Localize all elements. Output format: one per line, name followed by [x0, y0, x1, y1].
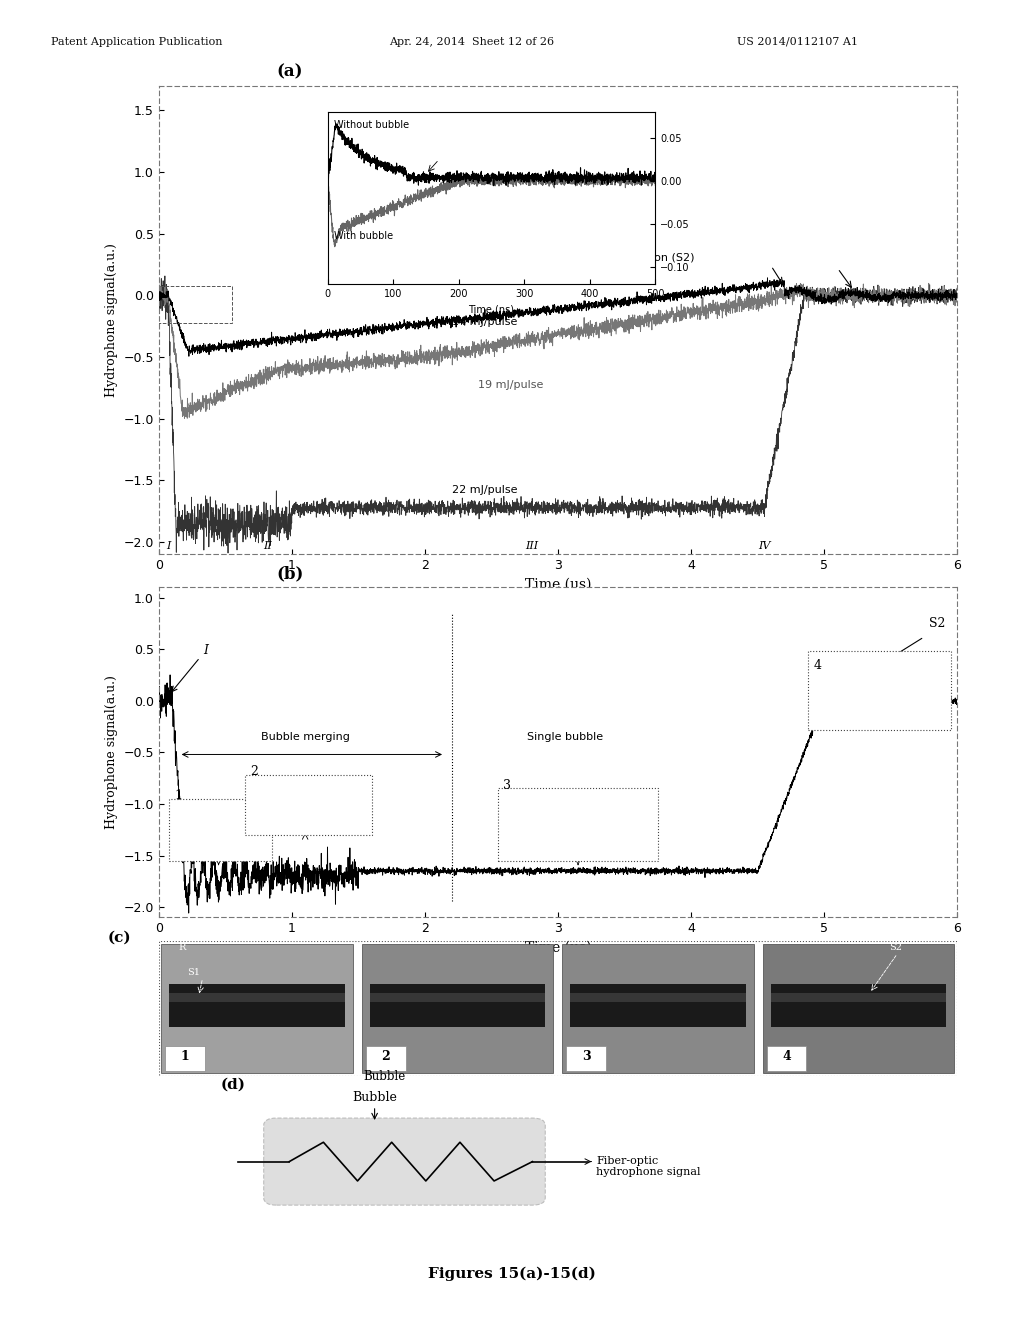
- Text: Figures 15(a)-15(d): Figures 15(a)-15(d): [428, 1266, 596, 1280]
- Text: I: I: [172, 644, 208, 692]
- Bar: [246, 775, 372, 836]
- Text: IV: IV: [758, 541, 771, 550]
- Text: 1: 1: [175, 789, 182, 803]
- Bar: [370, 983, 546, 1027]
- Text: II: II: [263, 541, 272, 550]
- Text: 3: 3: [504, 779, 512, 792]
- Bar: [770, 983, 946, 1027]
- X-axis label: Time (ns): Time (ns): [469, 304, 514, 314]
- Bar: [767, 1047, 807, 1071]
- Text: Fiber-optic
hydrophone signal: Fiber-optic hydrophone signal: [596, 1155, 701, 1177]
- Y-axis label: Hydrophone signal(a.u.): Hydrophone signal(a.u.): [104, 676, 118, 829]
- Text: 1: 1: [180, 1049, 189, 1063]
- Text: Patent Application Publication: Patent Application Publication: [51, 37, 222, 48]
- Text: Without bubble: Without bubble: [334, 120, 410, 129]
- Text: (a): (a): [276, 63, 303, 81]
- Text: 2: 2: [381, 1049, 390, 1063]
- Bar: [169, 993, 345, 1002]
- Text: Bubble: Bubble: [352, 1092, 397, 1104]
- Text: Cavitation (S2): Cavitation (S2): [611, 253, 695, 263]
- Text: 19 mJ/pulse: 19 mJ/pulse: [478, 380, 544, 389]
- Bar: [770, 993, 946, 1002]
- Text: S1: S1: [186, 968, 200, 977]
- Text: Apr. 24, 2014  Sheet 12 of 26: Apr. 24, 2014 Sheet 12 of 26: [389, 37, 554, 48]
- Text: 2: 2: [251, 766, 258, 779]
- Text: 3: 3: [582, 1049, 591, 1063]
- Bar: [361, 944, 553, 1073]
- Text: (d): (d): [220, 1078, 245, 1092]
- Text: (b): (b): [276, 565, 304, 582]
- Text: Bubble: Bubble: [362, 1069, 406, 1082]
- Text: 14 mJ/pulse: 14 mJ/pulse: [452, 317, 517, 327]
- Bar: [808, 651, 950, 730]
- Bar: [169, 799, 272, 861]
- Text: (c): (c): [108, 931, 131, 944]
- Text: III: III: [525, 541, 538, 550]
- Text: S2: S2: [890, 944, 902, 952]
- Bar: [566, 1047, 606, 1071]
- Bar: [161, 944, 353, 1073]
- Bar: [366, 1047, 406, 1071]
- Bar: [763, 944, 954, 1073]
- Text: With bubble: With bubble: [334, 231, 393, 242]
- X-axis label: Time (μs): Time (μs): [525, 941, 591, 956]
- Text: 22 mJ/pulse: 22 mJ/pulse: [452, 484, 517, 495]
- Text: Bubble merging: Bubble merging: [261, 733, 349, 742]
- Bar: [169, 983, 345, 1027]
- X-axis label: Time (μs): Time (μs): [525, 578, 591, 593]
- Text: I: I: [166, 541, 170, 550]
- Bar: [152, 285, 231, 322]
- Bar: [370, 993, 546, 1002]
- Text: 4: 4: [814, 659, 821, 672]
- Bar: [165, 1047, 205, 1071]
- Bar: [498, 788, 657, 861]
- Bar: [570, 993, 745, 1002]
- Text: 4: 4: [782, 1049, 791, 1063]
- Text: Single bubble: Single bubble: [526, 733, 603, 742]
- Bar: [562, 944, 754, 1073]
- Text: US 2014/0112107 A1: US 2014/0112107 A1: [737, 37, 858, 48]
- Text: S2: S2: [930, 616, 945, 630]
- Y-axis label: Hydrophone signal(a.u.): Hydrophone signal(a.u.): [104, 243, 118, 397]
- Bar: [570, 983, 745, 1027]
- Text: R: R: [178, 944, 186, 952]
- FancyBboxPatch shape: [264, 1118, 545, 1205]
